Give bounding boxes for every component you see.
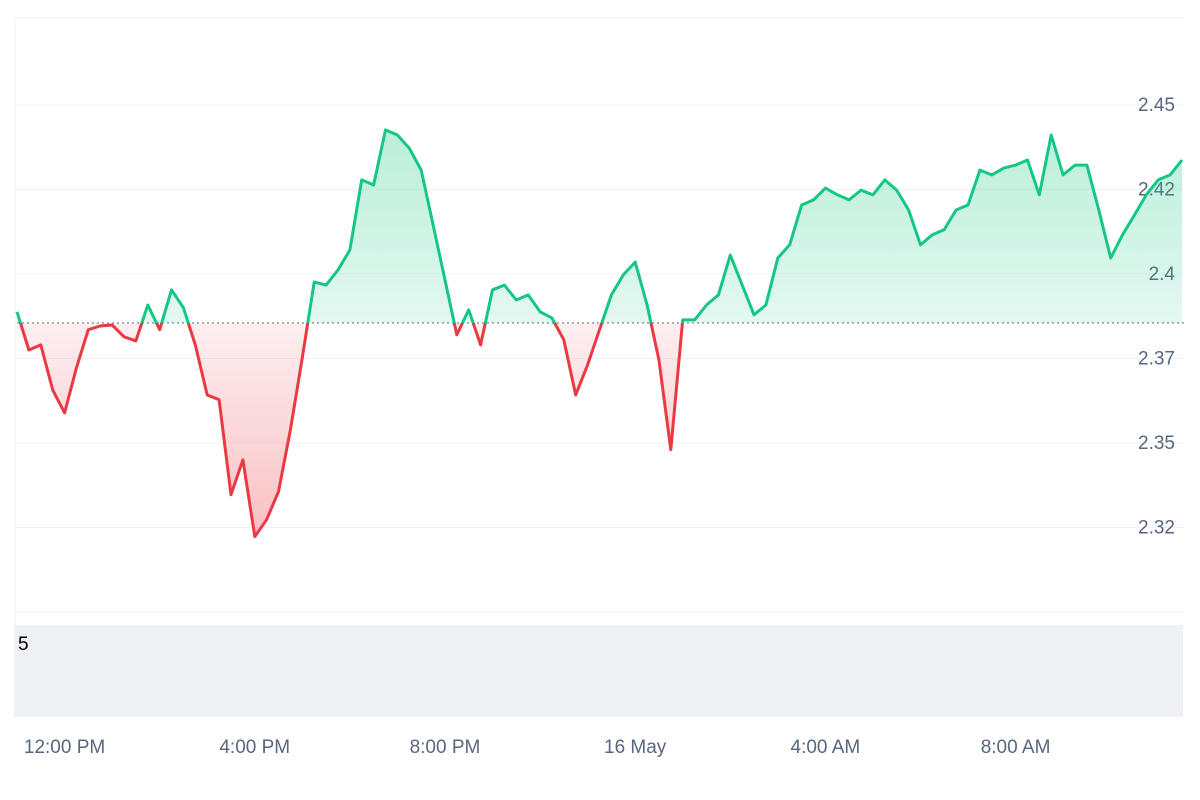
volume-panel bbox=[15, 625, 1183, 717]
y-tick-label: 2.37 bbox=[1138, 348, 1175, 369]
x-tick-label: 4:00 PM bbox=[219, 737, 290, 758]
x-tick-label: 4:00 AM bbox=[791, 737, 861, 758]
price-line bbox=[15, 128, 1184, 539]
y-tick-label: 2.35 bbox=[1138, 433, 1175, 454]
x-tick-label: 8:00 AM bbox=[981, 737, 1051, 758]
x-tick-label: 8:00 PM bbox=[410, 737, 481, 758]
area bbox=[17, 129, 1182, 537]
x-tick-label: 16 May bbox=[604, 737, 667, 758]
y-tick-label: 2.32 bbox=[1138, 517, 1175, 538]
volume-label: 5 bbox=[18, 634, 29, 655]
x-tick-label: 12:00 PM bbox=[24, 737, 105, 758]
y-tick-label: 2.45 bbox=[1138, 95, 1175, 116]
